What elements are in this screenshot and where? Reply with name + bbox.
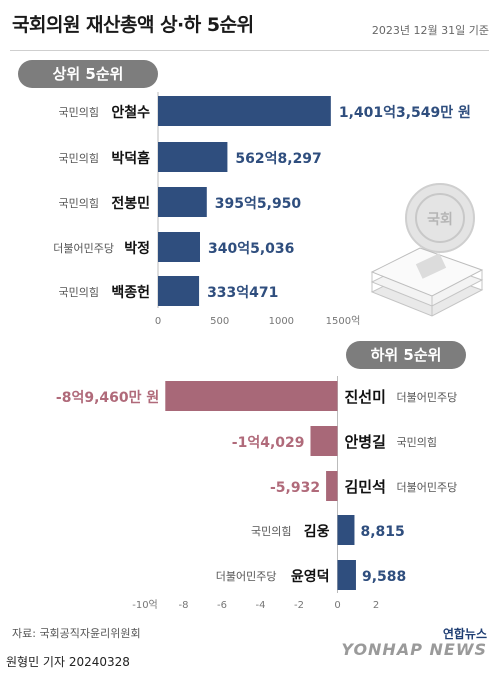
top5-party-label: 국민의힘 xyxy=(59,152,99,165)
byline: 원형민 기자 20240328 xyxy=(6,655,130,669)
banknote-portrait xyxy=(415,253,447,279)
top5-value-label: 1,401억3,549만 원 xyxy=(339,105,471,121)
yonhap-logo: 연합뉴스 YONHAP NEWS xyxy=(317,625,487,665)
bottom5-member-name: 진선미 xyxy=(345,388,386,406)
cash-bundle-edges xyxy=(371,270,483,316)
top5-x-tick-label: 0 xyxy=(155,316,161,327)
top5-bar xyxy=(158,96,331,126)
bottom5-value-label: 9,588 xyxy=(362,569,406,585)
top5-bar xyxy=(158,276,200,306)
bottom5-party-label: 더불어민주당 xyxy=(216,570,277,583)
top5-value-label: 340억5,036 xyxy=(208,241,294,257)
top5-bar xyxy=(158,187,207,217)
logo-english: YONHAP NEWS xyxy=(341,640,487,659)
header-divider xyxy=(10,50,489,51)
bottom5-x-tick-label: -8 xyxy=(179,600,189,611)
top5-party-label: 국민의힘 xyxy=(59,106,99,119)
top5-bar xyxy=(158,142,228,172)
bottom5-member-name: 안병길 xyxy=(345,433,386,451)
logo-korean: 연합뉴스 xyxy=(442,627,487,641)
bottom5-party-label: 더불어민주당 xyxy=(397,481,458,494)
bottom5-party-label: 더불어민주당 xyxy=(397,391,458,404)
top5-party-label: 국민의힘 xyxy=(59,197,99,210)
top5-x-tick-label: 1500억 xyxy=(326,315,361,327)
bottom5-bar xyxy=(337,515,355,545)
bottom5-bar xyxy=(337,560,356,590)
bottom5-x-tick-label: -2 xyxy=(294,600,304,611)
top5-value-label: 395억5,950 xyxy=(215,196,302,212)
top5-party-label: 더불어민주당 xyxy=(53,242,114,255)
bottom5-bar xyxy=(310,426,338,456)
seal-label: 국회 xyxy=(427,212,453,228)
bottom5-value-label: 8,815 xyxy=(360,524,404,540)
reference-date: 2023년 12월 31일 기준 xyxy=(371,24,489,37)
source-note: 자료: 국회공직자윤리위원회 xyxy=(12,627,141,640)
bottom5-section-label: 하위 5순위 xyxy=(346,341,466,369)
top5-member-name: 백종헌 xyxy=(111,285,150,301)
money-stack-illustration: 국회 xyxy=(370,183,484,317)
bottom5-x-tick-label: 0 xyxy=(334,600,340,611)
top5-section-label: 상위 5순위 xyxy=(18,60,158,88)
top5-party-label: 국민의힘 xyxy=(59,286,99,299)
bottom5-x-tick-label: -6 xyxy=(217,600,227,611)
bottom5-x-tick-label: 2 xyxy=(373,600,379,611)
top5-member-name: 전봉민 xyxy=(111,195,150,212)
top5-member-name: 안철수 xyxy=(111,104,150,121)
top5-x-tick-label: 500 xyxy=(210,316,229,327)
bottom5-member-name: 김웅 xyxy=(304,523,330,540)
top5-value-label: 562억8,297 xyxy=(235,151,321,167)
bottom5-value-label: -5,932 xyxy=(270,480,320,496)
bottom5-bar xyxy=(326,471,338,501)
bottom5-party-label: 국민의힘 xyxy=(397,436,437,449)
bottom5-value-label: -8억9,460만 원 xyxy=(56,390,159,406)
bottom5-x-tick-label: -4 xyxy=(256,600,266,611)
bottom5-value-label: -1억4,029 xyxy=(232,435,305,451)
bottom5-member-name: 김민석 xyxy=(345,478,386,496)
bottom5-x-tick-label: -10억 xyxy=(132,599,158,611)
top5-member-name: 박덕흠 xyxy=(111,150,150,167)
top5-bar xyxy=(158,232,200,262)
top5-member-name: 박정 xyxy=(124,240,150,257)
top5-x-tick-label: 1000 xyxy=(269,316,294,327)
page-title: 국회의원 재산총액 상·하 5순위 xyxy=(12,14,254,36)
seal-inner-ring xyxy=(415,193,465,243)
bottom5-party-label: 국민의힘 xyxy=(251,525,291,538)
bottom5-bar xyxy=(165,381,338,411)
top5-value-label: 333억471 xyxy=(207,285,278,301)
bottom5-member-name: 윤영덕 xyxy=(291,568,330,585)
